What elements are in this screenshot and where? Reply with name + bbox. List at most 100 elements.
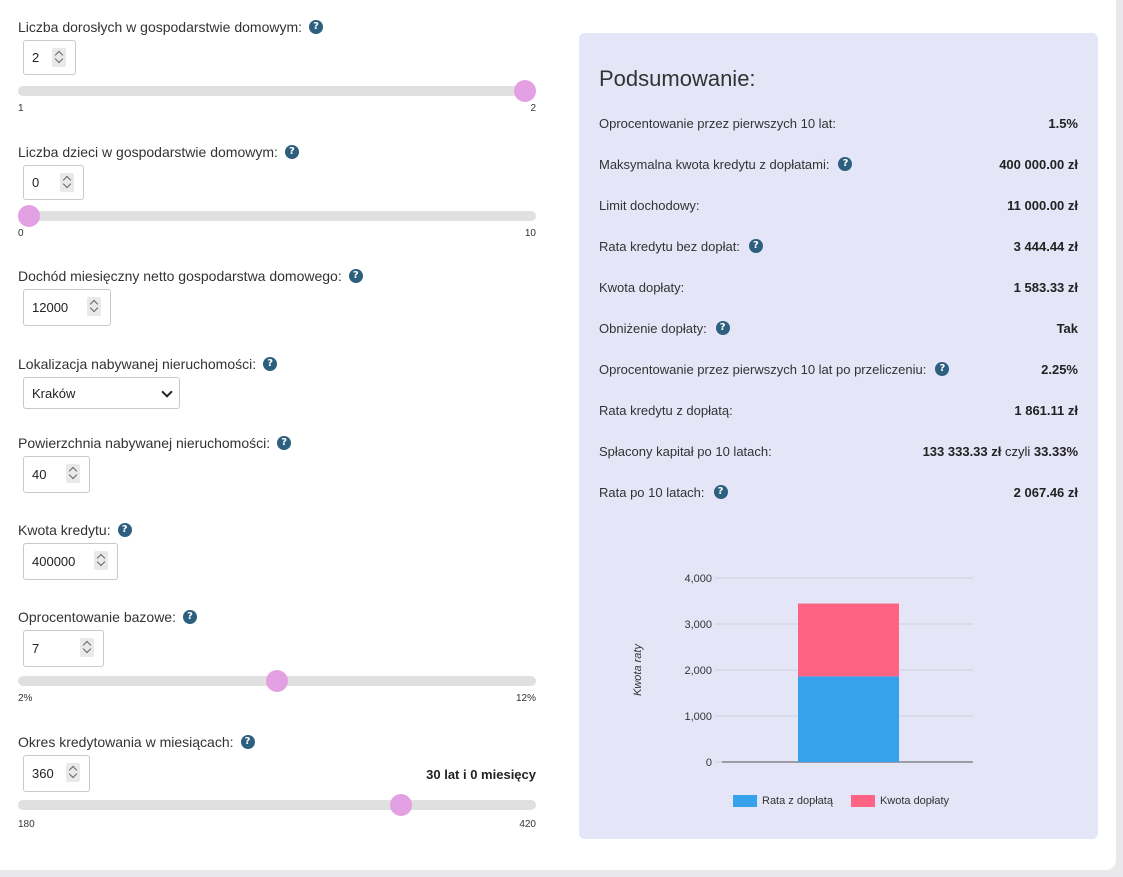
legend-item[interactable]: Rata z dopłatą: [733, 795, 833, 807]
help-icon[interactable]: ?: [183, 610, 197, 624]
summary-row-value: 11 000.00 zł: [1007, 197, 1078, 213]
help-icon[interactable]: ?: [117, 523, 132, 537]
summary-row: Kwota dopłaty: 1 583.33 zł: [599, 278, 1078, 296]
summary-row-value: 3 444.44 zł: [1013, 238, 1078, 254]
summary-row-label: Limit dochodowy:: [599, 197, 700, 213]
help-icon[interactable]: ?: [748, 239, 763, 253]
adults-min-label: 1: [18, 103, 24, 114]
rate-label: Oprocentowanie bazowe:: [18, 609, 176, 625]
period-slider-thumb[interactable]: [390, 794, 412, 816]
legend-label: Kwota dopłaty: [879, 795, 950, 807]
spinner-icon[interactable]: [80, 638, 94, 657]
help-icon[interactable]: ?: [284, 145, 299, 159]
loan-label: Kwota kredytu:: [18, 522, 111, 538]
summary-row-value: 133 333.33 zł czyli 33.33%: [922, 443, 1078, 459]
rate-slider-thumb[interactable]: [266, 670, 288, 692]
income-field: Dochód miesięczny netto gospodarstwa dom…: [18, 267, 536, 326]
income-input[interactable]: 12000: [23, 289, 111, 326]
y-tick-label: 1,000: [684, 711, 712, 723]
summary-row: Maksymalna kwota kredytu z dopłatami:? 40…: [599, 155, 1078, 173]
adults-max-label: 2: [530, 103, 536, 114]
income-label: Dochód miesięczny netto gospodarstwa dom…: [18, 268, 342, 284]
help-icon[interactable]: ?: [935, 362, 950, 376]
children-input[interactable]: 0: [23, 165, 84, 200]
area-label: Powierzchnia nabywanej nieruchomości:: [18, 435, 271, 451]
children-label: Liczba dzieci w gospodarstwie domowym:: [18, 144, 278, 160]
rate-field: Oprocentowanie bazowe: ? 7 2% 12%: [18, 608, 536, 704]
period-label: Okres kredytowania w miesiącach:: [18, 734, 234, 750]
summary-row-label: Obniżenie dopłaty:: [599, 320, 707, 336]
help-icon[interactable]: ?: [348, 269, 363, 283]
spinner-icon[interactable]: [60, 173, 74, 192]
rate-input[interactable]: 7: [23, 630, 104, 667]
summary-row-label: Maksymalna kwota kredytu z dopłatami:: [599, 156, 830, 172]
children-slider-thumb[interactable]: [18, 205, 40, 227]
adults-slider[interactable]: [18, 80, 536, 102]
period-min-label: 180: [18, 819, 35, 830]
y-tick-label: 0: [706, 757, 712, 769]
summary-row-value: 1 583.33 zł: [1013, 279, 1078, 295]
help-icon[interactable]: ?: [713, 485, 728, 499]
summary-row: Oprocentowanie przez pierwszych 10 lat: 1…: [599, 114, 1078, 132]
y-tick-label: 2,000: [684, 665, 712, 677]
summary-row-value: 400 000.00 zł: [999, 156, 1078, 172]
summary-row-label: Oprocentowanie przez pierwszych 10 lat p…: [599, 361, 927, 377]
legend-item[interactable]: Kwota dopłaty: [850, 795, 950, 807]
adults-label: Liczba dorosłych w gospodarstwie domowym…: [18, 19, 303, 35]
summary-row-value: 2.25%: [1041, 361, 1078, 377]
spinner-icon[interactable]: [87, 297, 101, 316]
adults-field: Liczba dorosłych w gospodarstwie domowym…: [18, 18, 536, 114]
help-icon[interactable]: ?: [715, 321, 730, 335]
payment-chart: 0 1,000 2,000 3,000 4,000 Kwota raty: [632, 573, 973, 769]
help-icon[interactable]: ?: [277, 436, 292, 450]
loan-input[interactable]: 400000: [23, 543, 118, 580]
spinner-icon[interactable]: [66, 763, 80, 782]
rate-slider[interactable]: [18, 670, 536, 692]
y-tick-label: 4,000: [684, 573, 712, 585]
adults-input[interactable]: 2: [23, 40, 76, 75]
legend-swatch: [733, 795, 757, 807]
spinner-icon[interactable]: [66, 464, 80, 483]
summary-row-label: Rata kredytu z dopłatą:: [599, 402, 733, 418]
summary-row: Rata kredytu bez dopłat:? 3 444.44 zł: [599, 237, 1078, 255]
summary-row: Spłacony kapitał po 10 latach: 133 333.33…: [599, 442, 1078, 460]
help-icon[interactable]: ?: [309, 20, 324, 34]
help-icon[interactable]: ?: [838, 157, 853, 171]
period-max-label: 420: [519, 819, 536, 830]
spinner-icon[interactable]: [94, 551, 108, 570]
area-input[interactable]: 40: [23, 456, 90, 493]
children-min-label: 0: [18, 228, 24, 239]
bar-rata-z-doplata: [798, 676, 899, 762]
summary-row-label: Rata kredytu bez dopłat:: [599, 238, 740, 254]
help-icon[interactable]: ?: [263, 357, 278, 371]
y-axis-label: Kwota raty: [632, 643, 644, 696]
adults-slider-thumb[interactable]: [514, 80, 536, 102]
chevron-down-icon: [161, 386, 173, 398]
period-field: Okres kredytowania w miesiącach: ? 360 3…: [18, 733, 536, 830]
rate-max-label: 12%: [515, 693, 536, 704]
summary-row-label: Kwota dopłaty:: [599, 279, 685, 295]
legend-label: Rata z dopłatą: [762, 795, 833, 807]
legend-swatch: [850, 795, 875, 807]
summary-row-label: Rata po 10 latach:: [599, 484, 705, 500]
summary-row-value: 2 067.46 zł: [1013, 484, 1078, 500]
children-slider[interactable]: [18, 205, 536, 227]
summary-row: Rata po 10 latach:? 2 067.46 zł: [599, 483, 1078, 501]
location-select[interactable]: Kraków: [23, 377, 180, 409]
help-icon[interactable]: ?: [240, 735, 255, 749]
chart-legend: Rata z dopłatą Kwota dopłaty: [733, 795, 967, 807]
y-tick-label: 3,000: [684, 619, 712, 631]
period-duration: 30 lat i 0 miesięcy: [426, 767, 536, 782]
period-input[interactable]: 360: [23, 755, 90, 792]
summary-title: Podsumowanie:: [599, 66, 756, 91]
spinner-icon[interactable]: [52, 48, 66, 67]
summary-row: Oprocentowanie przez pierwszych 10 lat p…: [599, 360, 1078, 378]
location-field: Lokalizacja nabywanej nieruchomości: ? K…: [18, 355, 536, 409]
summary-panel: Podsumowanie: Oprocentowanie przez pierw…: [579, 33, 1098, 839]
summary-row: Limit dochodowy: 11 000.00 zł: [599, 196, 1078, 214]
period-slider[interactable]: [18, 794, 536, 816]
children-field: Liczba dzieci w gospodarstwie domowym: ?…: [18, 143, 536, 239]
children-max-label: 10: [524, 228, 536, 239]
summary-row-value: 1.5%: [1048, 115, 1078, 131]
